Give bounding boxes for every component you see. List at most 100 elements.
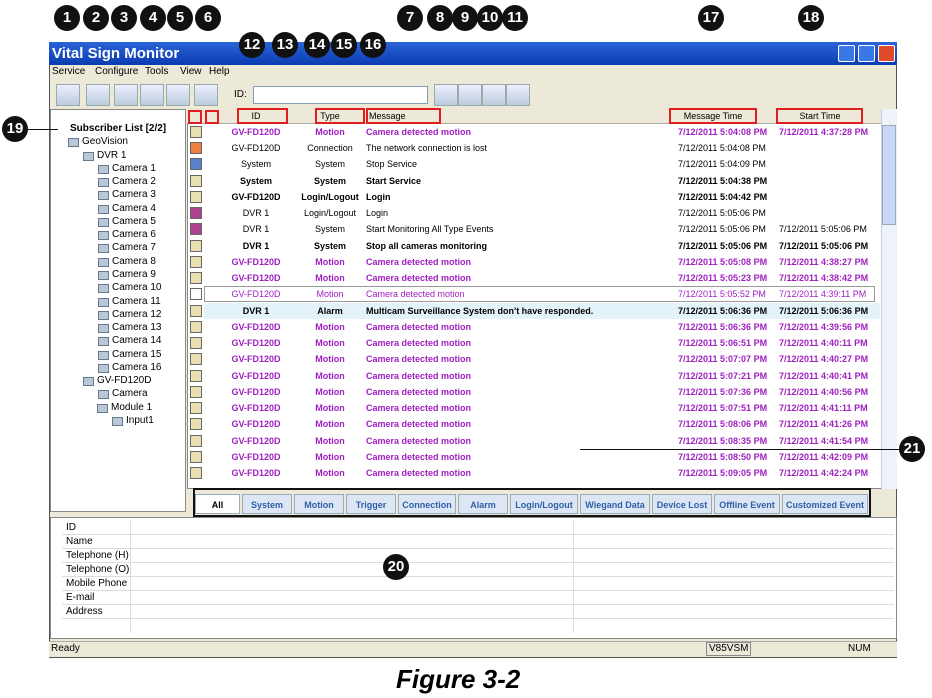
cell-message-time[interactable]: 7/12/2011 5:08:50 PM [678,451,768,462]
cell-id[interactable]: GV-FD120D [231,143,281,154]
cell-message-time[interactable]: 7/12/2011 5:04:09 PM [678,159,766,170]
cell-message[interactable]: Stop all cameras monitoring [366,240,488,251]
cell-type[interactable]: System [314,159,345,170]
tree-node[interactable]: DVR 1 [97,149,127,161]
cell-id[interactable]: System [239,175,273,186]
tab[interactable]: System [242,494,292,514]
cell-message[interactable]: Camera detected motion [366,403,472,414]
cell-message[interactable]: Camera detected motion [366,468,472,479]
cell-id[interactable]: GV-FD120D [231,321,281,332]
toolbar-button[interactable] [506,84,530,106]
menu-item[interactable]: Help [209,66,230,77]
cell-id[interactable]: GV-FD120D [231,435,281,446]
cell-start-time[interactable]: 7/12/2011 4:41:11 PM [779,403,868,414]
cell-message[interactable]: Camera detected motion [366,435,472,446]
cell-message[interactable]: Camera detected motion [366,338,472,349]
tree-node[interactable]: Camera 3 [112,189,156,201]
cell-message-time[interactable]: 7/12/2011 5:06:36 PM [678,305,768,316]
tree-node[interactable]: Camera 13 [112,322,162,334]
cell-id[interactable]: DVR 1 [242,208,270,219]
cell-start-time[interactable]: 7/12/2011 4:41:26 PM [779,419,869,430]
cell-message-time[interactable]: 7/12/2011 5:04:42 PM [678,191,768,202]
cell-message-time[interactable]: 7/12/2011 5:09:05 PM [678,468,768,479]
cell-message-time[interactable]: 7/12/2011 5:07:51 PM [678,403,768,414]
cell-message[interactable]: Stop Service [366,159,418,170]
cell-id[interactable]: GV-FD120D [231,273,281,284]
tree-node[interactable]: Camera 2 [112,176,156,188]
tree-node[interactable]: GV-FD120D [97,375,152,387]
cell-start-time[interactable]: 7/12/2011 4:39:11 PM [779,289,867,300]
column-header[interactable]: Start Time [799,111,841,121]
column-header[interactable]: Message Time [683,111,743,121]
tree-node[interactable]: Camera 6 [112,229,156,241]
cell-message[interactable]: Camera detected motion [366,451,472,462]
cell-message-time[interactable]: 7/12/2011 5:05:23 PM [678,273,768,284]
cell-id[interactable]: DVR 1 [242,240,270,251]
cell-type[interactable]: Motion [315,386,345,397]
tree-node[interactable]: Camera 4 [112,202,156,214]
cell-id[interactable]: System [240,159,271,170]
cell-start-time[interactable]: 7/12/2011 4:39:56 PM [779,321,869,332]
tree-node[interactable]: Camera 9 [112,268,156,280]
toolbar-button[interactable] [56,84,80,106]
cell-message[interactable]: Login [366,208,389,219]
tab[interactable]: All [195,494,240,514]
cell-message[interactable]: Camera detected motion [366,321,472,332]
close-button[interactable] [878,45,895,62]
column-header[interactable]: Type [320,111,340,121]
tab[interactable]: Login/Logout [510,494,578,514]
tab[interactable]: Connection [398,494,456,514]
tree-node[interactable]: Camera 14 [112,335,162,347]
cell-message-time[interactable]: 7/12/2011 5:05:52 PM [678,289,766,300]
cell-message-time[interactable]: 7/12/2011 5:04:08 PM [678,127,768,137]
cell-type[interactable]: Motion [315,354,345,365]
cell-message-time[interactable]: 7/12/2011 5:07:21 PM [678,370,768,381]
cell-message[interactable]: Camera detected motion [366,273,472,284]
cell-message-time[interactable]: 7/12/2011 5:05:06 PM [678,208,766,219]
cell-id[interactable]: GV-FD120D [231,468,281,479]
toolbar-button[interactable] [140,84,164,106]
tree-node[interactable]: GeoVision [82,136,128,148]
cell-start-time[interactable]: 7/12/2011 4:40:56 PM [779,386,869,397]
cell-start-time[interactable]: 7/12/2011 4:41:54 PM [779,435,869,446]
cell-message-time[interactable]: 7/12/2011 5:08:06 PM [678,419,768,430]
cell-id[interactable]: GV-FD120D [231,386,281,397]
cell-message-time[interactable]: 7/12/2011 5:05:06 PM [678,240,768,251]
cell-type[interactable]: Alarm [317,305,343,316]
cell-start-time[interactable]: 7/12/2011 4:40:27 PM [779,354,869,365]
cell-start-time[interactable]: 7/12/2011 4:40:11 PM [779,338,868,349]
cell-type[interactable]: Motion [315,256,345,267]
minimize-button[interactable] [838,45,855,62]
cell-message-time[interactable]: 7/12/2011 5:05:06 PM [678,224,766,235]
column-header[interactable]: ID [251,111,261,121]
cell-id[interactable]: GV-FD120D [231,370,281,381]
cell-type[interactable]: System [313,240,347,251]
cell-message[interactable]: Camera detected motion [366,289,465,300]
cell-type[interactable]: Motion [315,321,345,332]
cell-id[interactable]: GV-FD120D [231,451,281,462]
cell-message-time[interactable]: 7/12/2011 5:04:38 PM [678,175,768,186]
menu-item[interactable]: Configure [95,66,139,77]
cell-type[interactable]: Motion [315,419,345,430]
tree-node[interactable]: Camera 16 [112,361,162,373]
tab[interactable]: Alarm [458,494,508,514]
cell-message[interactable]: Camera detected motion [366,127,472,137]
column-header[interactable]: Message [369,111,406,121]
cell-start-time[interactable]: 7/12/2011 4:38:27 PM [779,256,869,267]
tree-node[interactable]: Camera 15 [112,348,162,360]
cell-start-time[interactable]: 7/12/2011 5:05:06 PM [779,224,867,235]
tree-node[interactable]: Module 1 [111,401,153,413]
tab[interactable]: Wiegand Data [580,494,650,514]
toolbar-button[interactable] [86,84,110,106]
cell-id[interactable]: GV-FD120D [231,354,281,365]
cell-type[interactable]: System [313,175,347,186]
cell-message[interactable]: Login [366,191,391,202]
tree-node[interactable]: Camera [112,388,148,400]
tab[interactable]: Device Lost [652,494,712,514]
menu-item[interactable]: Tools [145,66,169,77]
cell-type[interactable]: Login/Logout [301,191,359,202]
cell-type[interactable]: Motion [316,289,344,300]
toolbar-button[interactable] [458,84,482,106]
toolbar-button[interactable] [114,84,138,106]
cell-type[interactable]: Motion [315,370,345,381]
